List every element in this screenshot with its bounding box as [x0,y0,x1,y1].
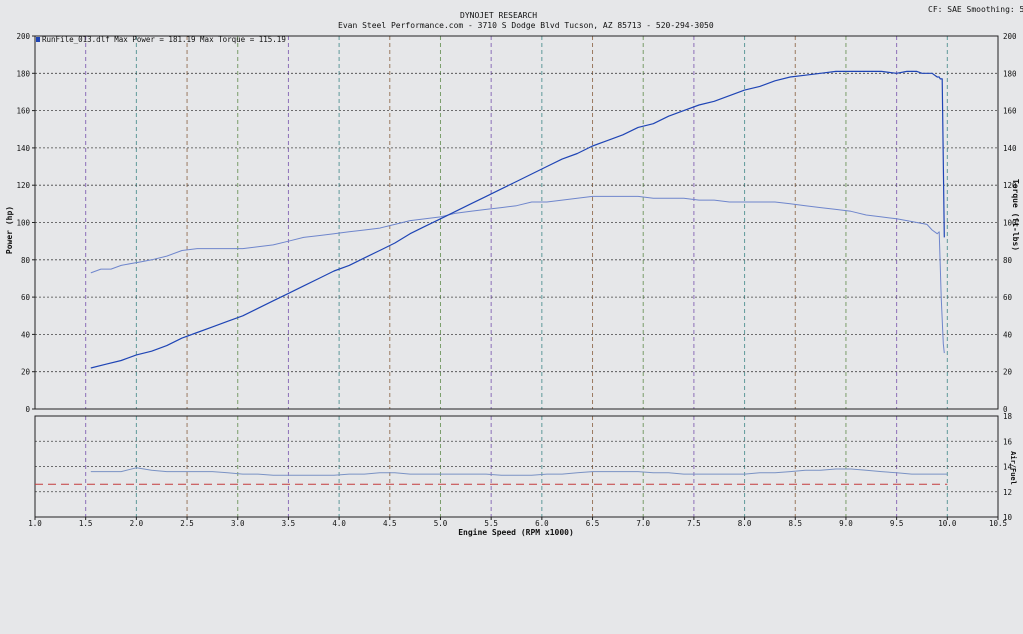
power-tick-label: 60 [21,293,31,302]
torque-tick-label: 120 [1003,181,1017,190]
power-tick-label: 20 [21,368,31,377]
afr-tick-label: 18 [1003,412,1013,421]
rpm-tick-label: 3.0 [231,519,245,528]
rpm-tick-label: 8.5 [788,519,802,528]
power-tick-label: 180 [16,69,30,78]
afr-plot-frame [34,415,999,518]
rpm-tick-label: 2.0 [130,519,144,528]
afr-grid [35,416,998,517]
power-grid [35,36,998,409]
afr-axis-label: Air/Fuel [1009,451,1017,485]
torque-tick-label: 20 [1003,368,1013,377]
rpm-tick-label: 4.0 [332,519,346,528]
rpm-tick-label: 5.0 [434,519,448,528]
torque-tick-label: 140 [1003,144,1017,153]
torque-tick-label: 100 [1003,219,1017,228]
rpm-tick-label: 1.5 [79,519,93,528]
torque-tick-label: 180 [1003,69,1017,78]
chart-title: DYNOJET RESEARCH [460,11,538,20]
rpm-tick-label: 6.5 [586,519,600,528]
power-tick-label: 120 [16,181,30,190]
chart-subtitle: Evan Steel Performance.com - 3710 S Dodg… [338,21,714,30]
torque-tick-label: 160 [1003,107,1017,116]
settings-label: CF: SAE Smoothing: 5 [928,5,1023,14]
rpm-tick-label: 5.5 [484,519,498,528]
afr-tick-label: 14 [1003,463,1013,472]
torque-tick-label: 40 [1003,330,1013,339]
rpm-tick-label: 9.0 [839,519,853,528]
power-curve [90,70,945,369]
torque-tick-label: 80 [1003,256,1013,265]
power-tick-label: 80 [21,256,31,265]
afr-curve [90,467,948,476]
rpm-tick-label: 2.5 [180,519,194,528]
torque-tick-label: 200 [1003,32,1017,41]
legend-text: RunFile_013.dlf Max Power = 181.19 Max T… [42,35,286,44]
rpm-tick-label: 8.0 [738,519,752,528]
power-tick-label: 0 [25,405,30,414]
afr-tick-label: 12 [1003,488,1012,497]
rpm-tick-label: 10.0 [938,519,957,528]
rpm-tick-label: 3.5 [282,519,296,528]
power-tick-label: 100 [16,219,30,228]
torque-axis-label: Torque (ft-lbs) [1011,179,1020,251]
series-layer [35,70,948,485]
rpm-tick-label: 4.5 [383,519,397,528]
rpm-tick-label: 6.0 [535,519,549,528]
afr-tick-label: 16 [1003,437,1013,446]
rpm-tick-label: 9.5 [890,519,904,528]
power-tick-label: 200 [16,32,30,41]
afr-tick-label: 10 [1003,513,1013,522]
power-tick-label: 160 [16,107,30,116]
rpm-tick-label: 10.5 [989,519,1007,528]
power-tick-label: 140 [16,144,30,153]
torque-curve [90,195,945,354]
torque-tick-label: 60 [1003,293,1013,302]
rpm-tick-label: 1.0 [28,519,42,528]
torque-tick-label: 0 [1003,405,1008,414]
x-axis-label: Engine Speed (RPM x1000) [458,527,574,537]
axis-labels: 0 20 40 60 80 100 120 140 160 180 200 0 20 40 60 80 100 1… [16,32,1017,528]
rpm-tick-label: 7.5 [687,519,701,528]
legend-swatch [36,37,40,42]
power-axis-label: Power (hp) [5,206,14,254]
power-tick-label: 40 [21,330,31,339]
rpm-tick-label: 7.0 [636,519,650,528]
